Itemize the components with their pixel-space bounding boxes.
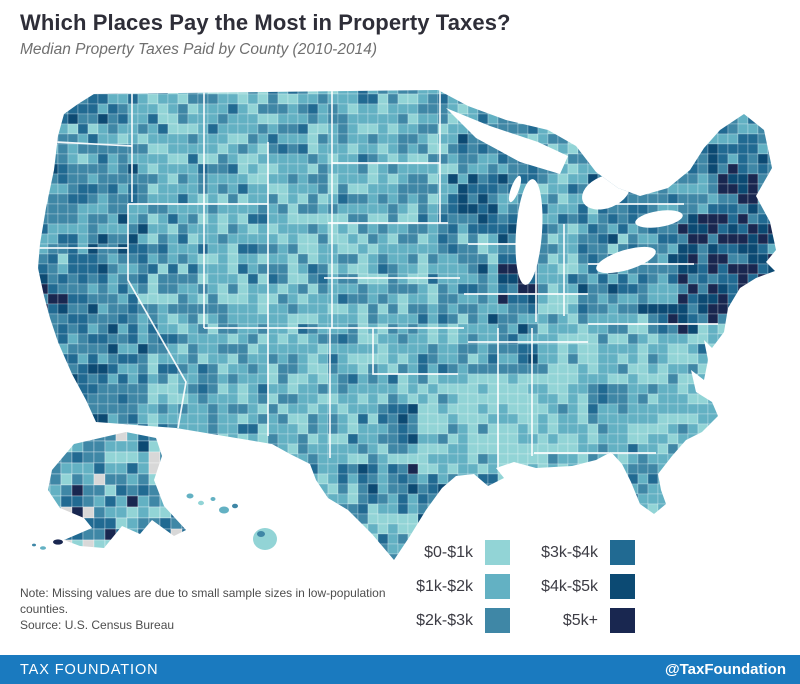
legend-swatch — [485, 608, 510, 633]
legend-item: $2k-$3k — [395, 608, 510, 633]
legend-label: $1k-$2k — [416, 577, 473, 595]
note-text: Note: Missing values are due to small sa… — [20, 586, 386, 616]
legend-swatch — [610, 574, 635, 599]
legend-label: $5k+ — [562, 611, 598, 629]
legend-label: $4k-$5k — [541, 577, 598, 595]
brand-name: TAX FOUNDATION — [20, 661, 159, 678]
legend-item: $0-$1k — [395, 540, 510, 565]
legend-label: $0-$1k — [424, 543, 473, 561]
legend-label: $2k-$3k — [416, 611, 473, 629]
header: Which Places Pay the Most in Property Ta… — [20, 10, 511, 59]
footnotes: Note: Missing values are due to small sa… — [20, 586, 392, 633]
footer-bar: TAX FOUNDATION @TaxFoundation — [0, 655, 800, 684]
legend-swatch — [610, 540, 635, 565]
legend-label: $3k-$4k — [541, 543, 598, 561]
us-county-choropleth-map — [28, 84, 778, 564]
legend-item: $3k-$4k — [520, 540, 635, 565]
legend-swatch — [485, 574, 510, 599]
legend-column: $3k-$4k $4k-$5k $5k+ — [520, 540, 635, 633]
legend-column: $0-$1k $1k-$2k $2k-$3k — [395, 540, 510, 633]
legend-swatch — [485, 540, 510, 565]
legend-item: $5k+ — [520, 608, 635, 633]
source-text: Source: U.S. Census Bureau — [20, 617, 175, 632]
map-legend: $0-$1k $1k-$2k $2k-$3k $3k-$4k $4k-$5k $5k+ — [395, 540, 635, 633]
legend-swatch — [610, 608, 635, 633]
page-subtitle: Median Property Taxes Paid by County (20… — [20, 41, 377, 58]
twitter-handle: @TaxFoundation — [664, 661, 786, 678]
legend-item: $4k-$5k — [520, 574, 635, 599]
us-map-svg — [32, 90, 776, 560]
page-title: Which Places Pay the Most in Property Ta… — [20, 10, 511, 35]
legend-item: $1k-$2k — [395, 574, 510, 599]
